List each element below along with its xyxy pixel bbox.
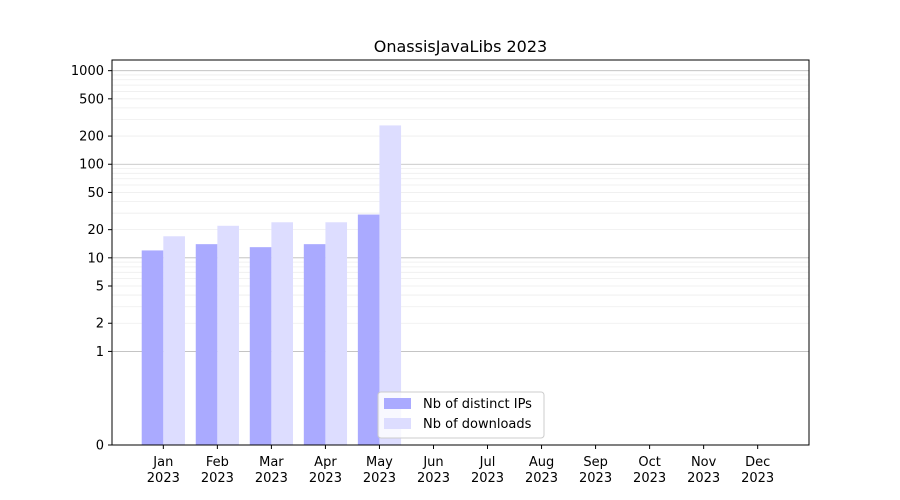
y-tick-label: 200: [79, 130, 104, 145]
x-tick-label-year: 2023: [417, 471, 450, 486]
x-axis: Jan2023Feb2023Mar2023Apr2023May2023Jun20…: [147, 445, 774, 486]
plot-frame: [111, 59, 810, 446]
y-tick-label: 0: [96, 439, 104, 454]
x-tick-label-month: Aug: [529, 455, 554, 470]
chart-title: OnassisJavaLibs 2023: [374, 37, 547, 56]
legend-swatch-downloads: [384, 418, 411, 429]
legend-label-distinct-ips: Nb of distinct IPs: [423, 397, 532, 412]
x-tick-label-year: 2023: [363, 471, 396, 486]
bar-distinct-ips-may: [357, 214, 380, 445]
x-tick-label-month: Mar: [259, 455, 284, 470]
x-tick-label-year: 2023: [309, 471, 342, 486]
x-tick-label-year: 2023: [471, 471, 504, 486]
x-tick-label-month: Oct: [638, 455, 660, 470]
x-tick-label-month: Nov: [691, 455, 717, 470]
y-tick-label: 5: [96, 280, 104, 295]
x-tick-label-month: Sep: [583, 455, 608, 470]
x-tick-label-year: 2023: [147, 471, 180, 486]
y-tick-label: 500: [79, 92, 104, 107]
y-tick-label: 2: [96, 317, 104, 332]
legend-box: [377, 391, 545, 439]
bar-downloads-jan: [163, 236, 185, 445]
x-tick-label-month: Feb: [206, 455, 229, 470]
y-tick-label: 20: [87, 223, 104, 238]
y-axis: 0 1 2 5 10 20 50 100 200 500 1000: [71, 64, 112, 454]
y-tick-label: 1000: [71, 64, 104, 79]
bar-downloads-apr: [325, 222, 348, 445]
x-tick-label-year: 2023: [633, 471, 666, 486]
bar-downloads-feb: [217, 225, 239, 445]
x-tick-label-month: Jan: [152, 455, 173, 470]
x-tick-label-month: Jul: [479, 455, 496, 470]
x-tick-label-month: Jun: [422, 455, 443, 470]
legend-label-downloads: Nb of downloads: [423, 417, 532, 432]
y-tick-label: 50: [87, 186, 104, 201]
x-tick-label-year: 2023: [255, 471, 288, 486]
y-tick-label: 10: [87, 251, 104, 266]
x-tick-label-month: Dec: [745, 455, 770, 470]
legend-swatch-distinct-ips: [384, 398, 411, 409]
x-tick-label-year: 2023: [579, 471, 612, 486]
bar-downloads-may: [379, 125, 402, 445]
bar-distinct-ips-jan: [141, 250, 164, 445]
x-tick-label-year: 2023: [687, 471, 720, 486]
bar-distinct-ips-mar: [249, 247, 272, 445]
x-tick-label-month: May: [366, 455, 393, 470]
bar-distinct-ips-apr: [303, 244, 326, 445]
bars-layer: [141, 125, 402, 445]
bar-downloads-mar: [271, 222, 294, 445]
x-tick-label-year: 2023: [741, 471, 774, 486]
bar-distinct-ips-feb: [195, 244, 218, 445]
x-tick-label-month: Apr: [314, 455, 337, 470]
legend: Nb of distinct IPs Nb of downloads: [377, 391, 545, 439]
x-tick-label-year: 2023: [525, 471, 558, 486]
x-tick-label-year: 2023: [201, 471, 234, 486]
y-tick-label: 1: [96, 345, 104, 360]
y-tick-label: 100: [79, 158, 104, 173]
